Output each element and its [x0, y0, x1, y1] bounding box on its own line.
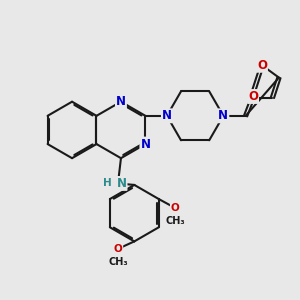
Text: CH₃: CH₃: [108, 257, 128, 267]
Text: N: N: [162, 109, 172, 122]
Text: O: O: [171, 203, 179, 213]
Text: N: N: [140, 138, 150, 151]
Text: CH₃: CH₃: [165, 216, 185, 226]
Text: N: N: [218, 109, 228, 122]
Text: O: O: [248, 90, 258, 103]
Text: N: N: [116, 177, 127, 190]
Text: N: N: [116, 95, 126, 108]
Text: H: H: [103, 178, 112, 188]
Text: O: O: [257, 59, 267, 72]
Text: O: O: [114, 244, 122, 254]
